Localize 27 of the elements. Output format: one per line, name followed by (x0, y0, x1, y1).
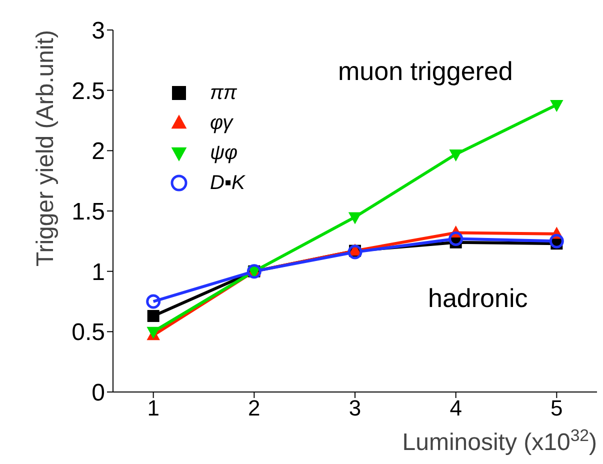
legend-label: D▪K (210, 172, 245, 194)
point (147, 310, 160, 322)
y-tick-label: 0 (92, 380, 105, 407)
annotation: muon triggered (338, 56, 513, 87)
point (550, 100, 564, 112)
point (449, 149, 462, 162)
point (146, 294, 161, 309)
y-tick-label: 3 (92, 18, 105, 45)
y-tick-label: 0.5 (72, 319, 105, 346)
point (348, 212, 362, 224)
y-tick-label: 2 (92, 138, 105, 166)
y-tick-label: 2.5 (72, 78, 105, 105)
y-tick-label: 1.5 (72, 198, 105, 226)
legend-label: φγ (210, 112, 233, 134)
legend-label: ψφ (210, 142, 238, 164)
legend-label: ππ (210, 82, 237, 104)
x-axis-title: Luminosity (x10$^{32}$) (402, 426, 597, 456)
point (448, 232, 464, 246)
y-axis-title: Trigger yield (Arb.unit) (32, 30, 59, 267)
point (549, 234, 564, 248)
annotation: hadronic (428, 283, 528, 314)
x-tick-label: 5 (550, 396, 563, 421)
x-tick-label: 4 (450, 396, 462, 421)
x-tick-label: 1 (147, 396, 160, 421)
x-tick-label: 3 (348, 396, 362, 421)
x-tick-label: 2 (248, 396, 260, 421)
y-tick-label: 1 (92, 258, 105, 286)
